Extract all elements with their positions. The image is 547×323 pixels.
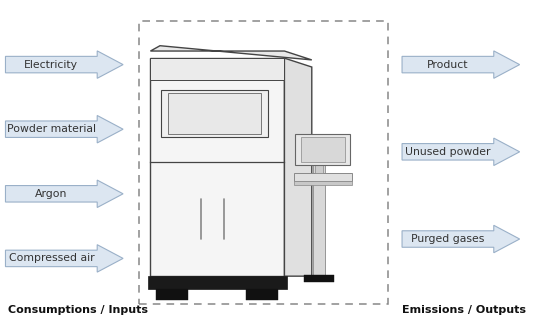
Text: Consumptions / Inputs: Consumptions / Inputs [8, 305, 148, 315]
Bar [246, 289, 278, 300]
Polygon shape [5, 245, 123, 272]
Polygon shape [402, 51, 520, 78]
Bar [150, 58, 284, 80]
Bar [168, 93, 261, 134]
Text: Unused powder: Unused powder [405, 147, 491, 157]
Polygon shape [5, 180, 123, 207]
Bar [156, 289, 188, 300]
Text: Argon: Argon [35, 189, 67, 199]
Bar [294, 181, 352, 185]
Bar [139, 21, 388, 304]
Bar [304, 275, 334, 282]
Text: Product: Product [427, 60, 469, 69]
Polygon shape [150, 46, 312, 60]
Polygon shape [402, 138, 520, 165]
Bar [315, 160, 323, 173]
Text: Powder material: Powder material [7, 124, 96, 134]
Text: Emissions / Outputs: Emissions / Outputs [402, 305, 526, 315]
Polygon shape [5, 116, 123, 143]
Bar [150, 58, 284, 276]
Bar [148, 276, 287, 289]
Polygon shape [402, 225, 520, 253]
Bar [301, 137, 345, 162]
Polygon shape [5, 51, 123, 78]
Polygon shape [284, 58, 312, 276]
Bar [294, 173, 352, 181]
Text: Purged gases: Purged gases [411, 234, 485, 244]
Text: Compressed air: Compressed air [9, 254, 94, 263]
Bar [313, 165, 325, 276]
Bar [295, 134, 350, 165]
Text: Electricity: Electricity [24, 60, 78, 69]
Bar [161, 90, 268, 137]
